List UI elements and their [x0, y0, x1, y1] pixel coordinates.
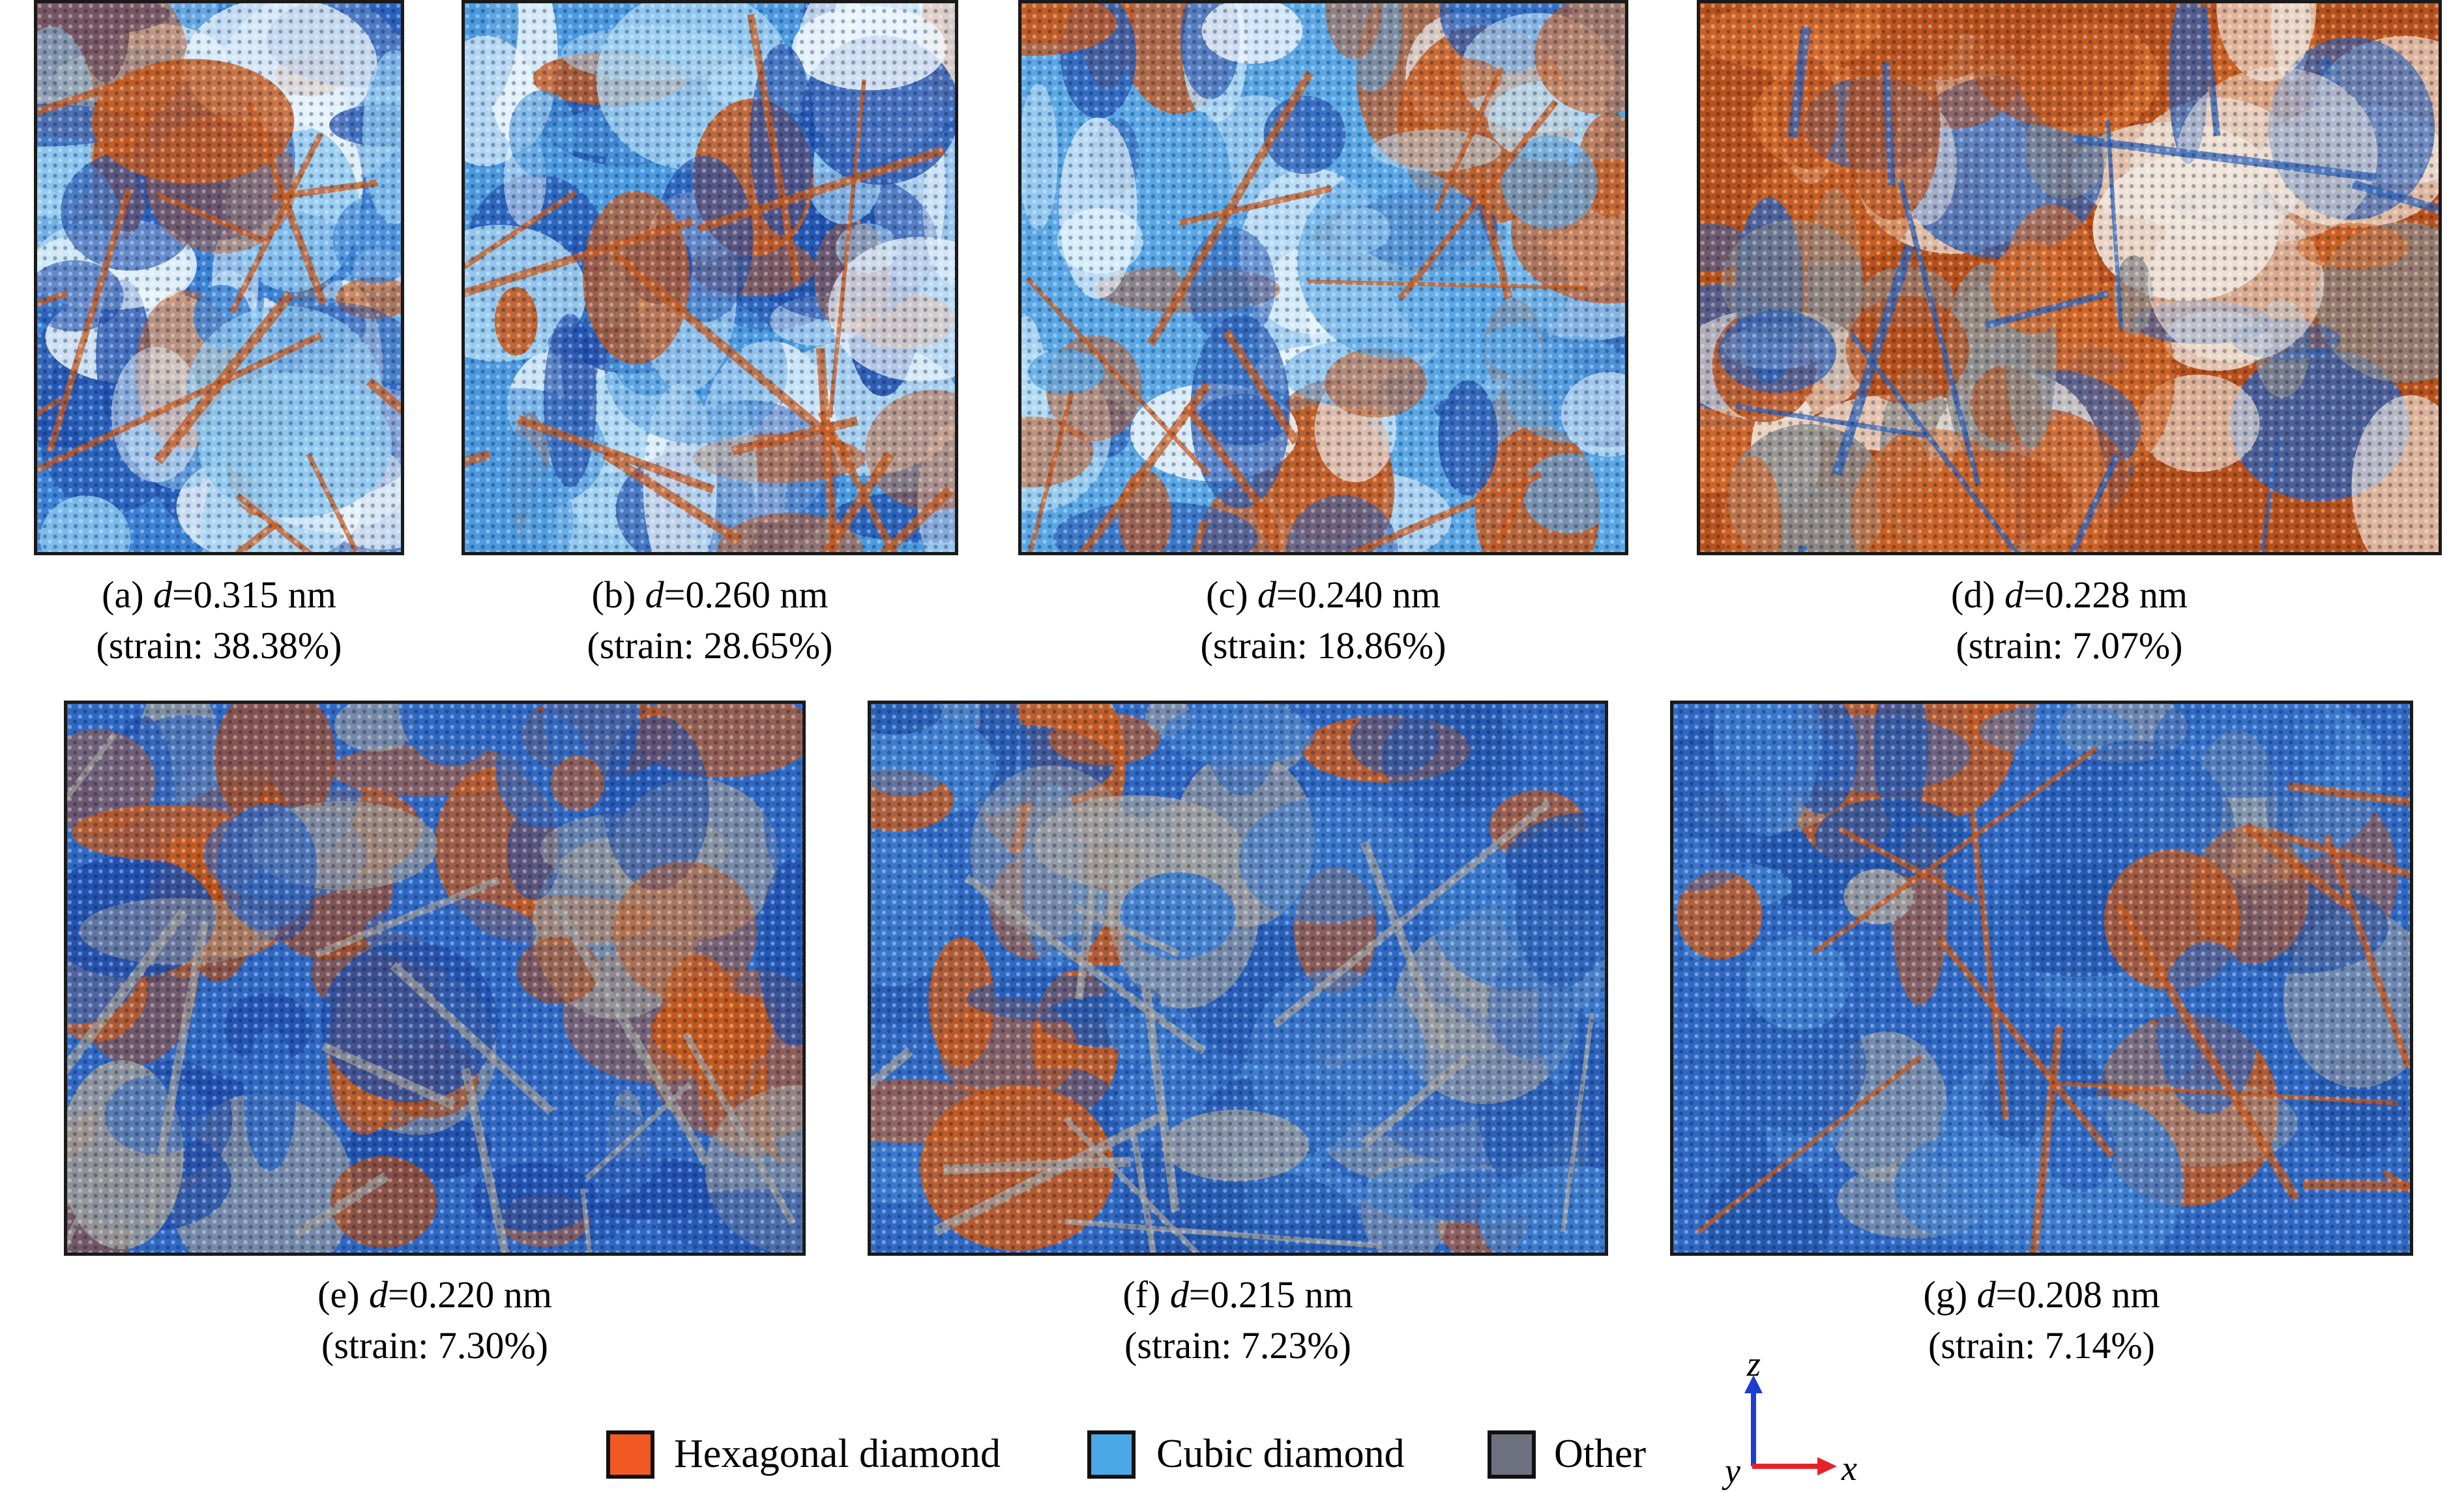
- caption-b: (b) d=0.260 nm (strain: 28.65%): [462, 570, 958, 671]
- caption-e: (e) d=0.220 nm (strain: 7.30%): [64, 1269, 806, 1371]
- panel-e-texture: [67, 704, 802, 1253]
- axis-label-y: y: [1725, 1451, 1740, 1490]
- panel-a-texture: [37, 3, 401, 552]
- legend-label-hexagonal: Hexagonal diamond: [674, 1432, 1001, 1476]
- panel-c-texture: [1021, 3, 1625, 552]
- strain-f: (strain: 7.23%): [1124, 1324, 1351, 1367]
- strain-g: (strain: 7.14%): [1928, 1324, 2155, 1367]
- caption-c: (c) d=0.240 nm (strain: 18.86%): [1018, 570, 1628, 671]
- axis-label-x: x: [1841, 1449, 1857, 1488]
- legend-swatch-hexagonal: [606, 1430, 654, 1479]
- strain-a: (strain: 38.38%): [96, 624, 342, 667]
- caption-a: (a) d=0.315 nm (strain: 38.38%): [34, 570, 404, 671]
- panel-c-image: [1018, 0, 1628, 555]
- caption-f: (f) d=0.215 nm (strain: 7.23%): [868, 1269, 1608, 1371]
- axis-triad: z y x: [1714, 1346, 1857, 1490]
- legend-swatch-cubic: [1087, 1430, 1136, 1479]
- panel-b-texture: [465, 3, 955, 552]
- panel-a-image: [34, 0, 404, 555]
- panel-b-image: [462, 0, 958, 555]
- panel-f-image: [868, 701, 1608, 1256]
- panel-d-image: [1697, 0, 2442, 555]
- strain-d: (strain: 7.07%): [1956, 624, 2183, 667]
- strain-c: (strain: 18.86%): [1200, 624, 1446, 667]
- strain-e: (strain: 7.30%): [321, 1324, 548, 1367]
- panel-f-texture: [871, 704, 1605, 1253]
- panel-g-image: [1670, 701, 2413, 1256]
- legend-label-other: Other: [1554, 1432, 1647, 1476]
- axis-triad-arrows-icon: [1744, 1375, 1837, 1475]
- panel-g-texture: [1673, 704, 2410, 1253]
- strain-b: (strain: 28.65%): [587, 624, 833, 667]
- caption-g: (g) d=0.208 nm (strain: 7.14%): [1670, 1269, 2413, 1371]
- legend: Hexagonal diamond Cubic diamond Other: [0, 1424, 2464, 1490]
- panel-e-image: [64, 701, 806, 1256]
- legend-label-cubic: Cubic diamond: [1156, 1432, 1405, 1476]
- caption-d: (d) d=0.228 nm (strain: 7.07%): [1697, 570, 2442, 671]
- panel-d-texture: [1700, 3, 2439, 552]
- legend-swatch-other: [1488, 1430, 1536, 1479]
- axis-label-z: z: [1747, 1344, 1761, 1384]
